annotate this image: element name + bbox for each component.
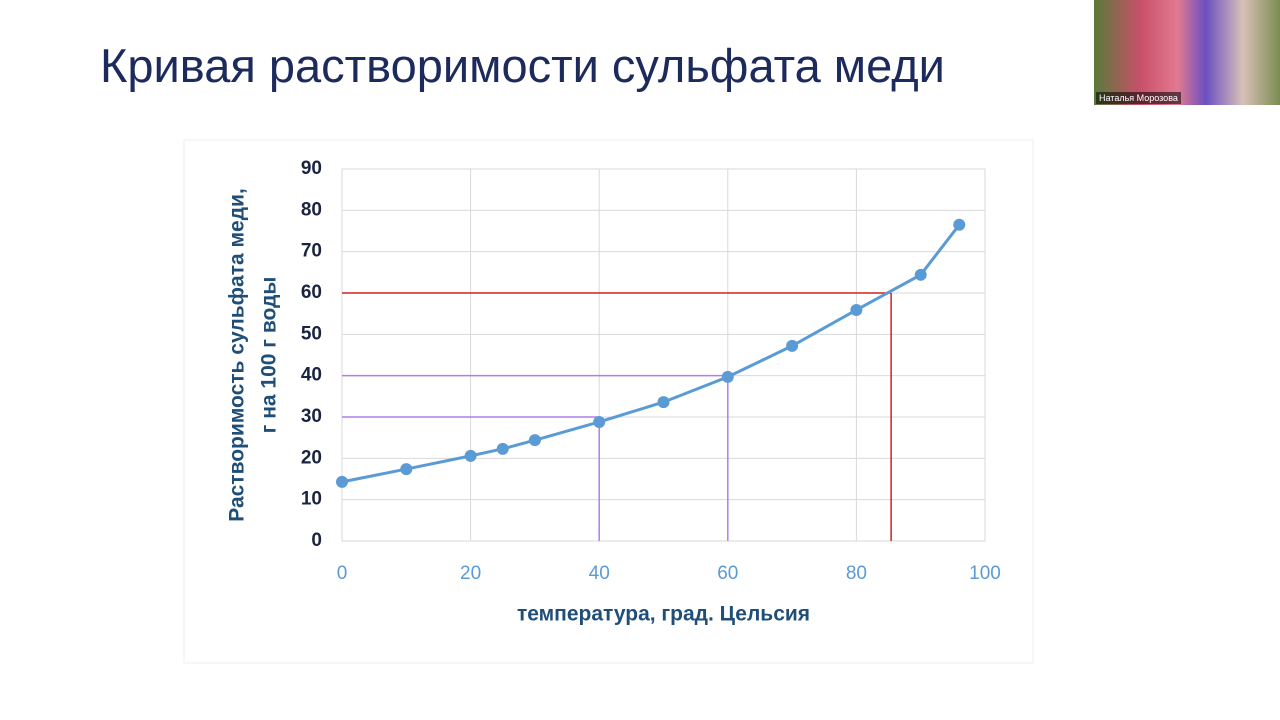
x-tick-label: 100 [969, 563, 1001, 584]
y-tick-label: 0 [311, 530, 322, 551]
y-tick-label: 70 [301, 241, 322, 262]
y-tick-label: 50 [301, 323, 322, 344]
data-point [721, 370, 734, 383]
y-tick-label: 60 [301, 282, 322, 303]
x-tick-label: 60 [717, 563, 738, 584]
data-point [496, 442, 509, 455]
data-point [593, 415, 606, 428]
x-tick-label: 40 [589, 563, 610, 584]
x-tick-label: 0 [337, 563, 348, 584]
data-point [657, 396, 670, 409]
y-tick-label: 20 [301, 447, 322, 468]
y-axis-label: Растворимость сульфата меди, [226, 188, 249, 522]
y-tick-label: 10 [301, 489, 322, 510]
slide-title: Кривая растворимости сульфата меди [100, 39, 945, 92]
data-point [914, 268, 927, 281]
data-point [786, 339, 799, 352]
data-point [336, 475, 348, 488]
data-point [953, 218, 966, 231]
y-tick-label: 80 [301, 199, 322, 220]
data-point [850, 303, 863, 316]
data-point [528, 434, 541, 447]
data-point [464, 449, 477, 462]
y-axis-label: г на 100 г воды [258, 277, 281, 434]
x-tick-label: 80 [846, 563, 867, 584]
x-tick-label: 20 [460, 563, 481, 584]
data-point [400, 463, 413, 476]
y-tick-label: 30 [301, 406, 322, 427]
x-axis-label: температура, град. Цельсия [517, 603, 810, 626]
participant-name: Наталья Морозова [1096, 92, 1181, 104]
y-tick-label: 90 [301, 158, 322, 179]
y-tick-label: 40 [301, 365, 322, 386]
video-tile[interactable]: Наталья Морозова [1094, 0, 1280, 105]
series-line [341, 223, 961, 484]
